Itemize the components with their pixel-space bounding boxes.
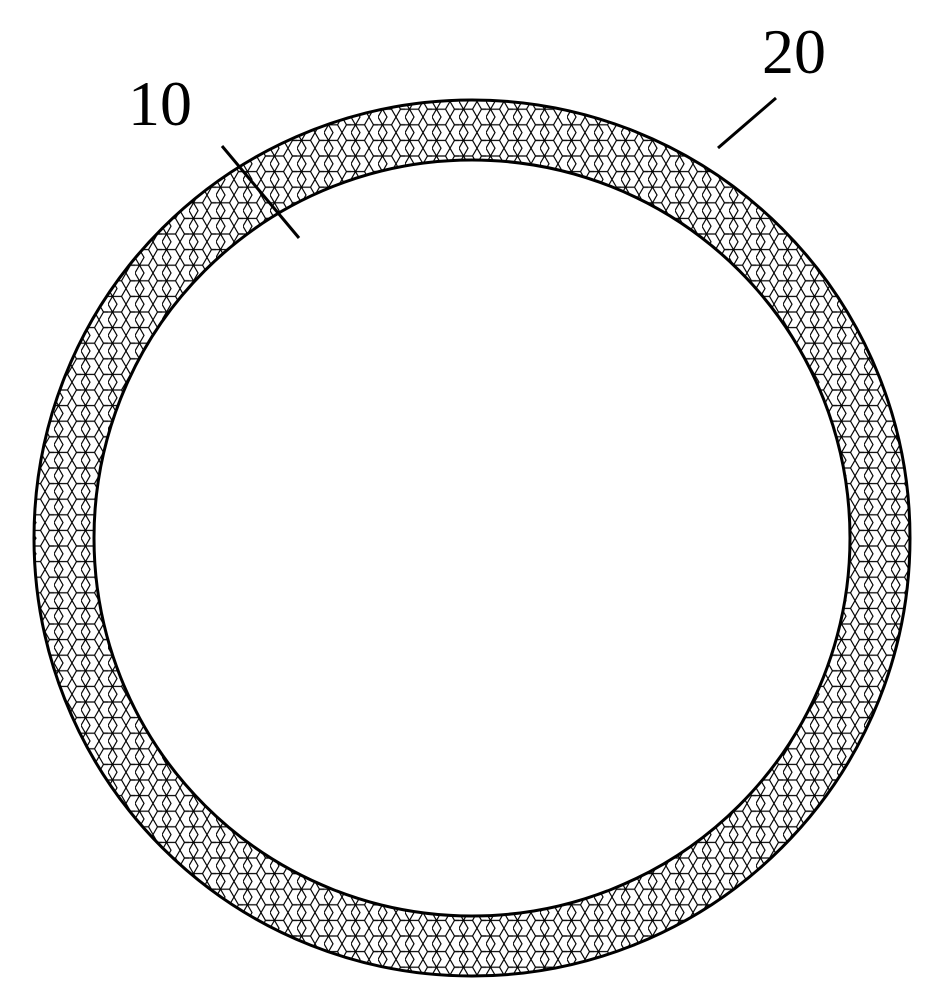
ring-fill bbox=[0, 0, 944, 1000]
diagram-container: 20 10 bbox=[0, 0, 944, 1000]
label-10: 10 bbox=[128, 72, 192, 136]
label-20: 20 bbox=[762, 20, 826, 84]
ring-diagram-svg bbox=[0, 0, 944, 1000]
